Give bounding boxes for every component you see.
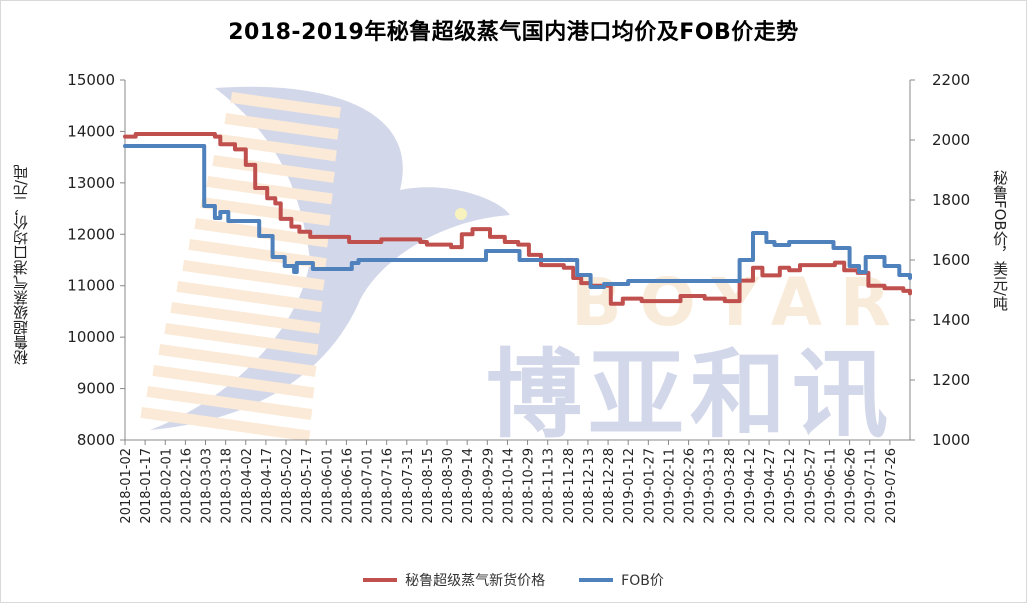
y-right-tick-label: 2200 bbox=[932, 71, 970, 89]
x-tick-label: 2019-07-26 bbox=[884, 448, 899, 524]
watermark-stripe bbox=[200, 197, 331, 226]
y-left-tick-label: 8000 bbox=[77, 431, 115, 449]
watermark-stripe bbox=[152, 365, 315, 399]
watermark-stripe bbox=[194, 218, 329, 248]
chart-title: 2018-2019年秘鲁超级蒸气国内港口均价及FOB价走势 bbox=[228, 20, 799, 45]
x-tick-label: 2018-09-29 bbox=[481, 448, 496, 524]
x-tick-label: 2019-07-11 bbox=[864, 448, 879, 524]
y-right-tick-label: 2000 bbox=[932, 131, 970, 149]
x-tick-label: 2018-03-18 bbox=[220, 448, 235, 524]
x-tick-label: 2018-02-01 bbox=[159, 448, 174, 524]
legend-label-fob: FOB价 bbox=[621, 573, 664, 589]
x-tick-label: 2018-07-31 bbox=[401, 448, 416, 524]
y-right-tick-label: 1400 bbox=[932, 311, 970, 329]
watermark-stripe bbox=[146, 385, 313, 420]
x-tick-label: 2018-05-17 bbox=[300, 448, 315, 524]
watermark-text-bottom: 博亚和讯 bbox=[486, 339, 894, 451]
x-tick-label: 2018-10-29 bbox=[522, 448, 537, 524]
x-tick-label: 2018-04-17 bbox=[260, 448, 275, 524]
x-tick-label: 2018-05-02 bbox=[280, 448, 295, 524]
x-tick-label: 2019-01-12 bbox=[622, 448, 637, 524]
x-tick-label: 2018-04-02 bbox=[240, 448, 255, 524]
x-tick-label: 2019-04-12 bbox=[743, 448, 758, 524]
x-tick-label: 2019-05-27 bbox=[803, 448, 818, 524]
x-tick-label: 2019-02-11 bbox=[662, 448, 677, 524]
x-tick-label: 2018-12-13 bbox=[582, 448, 597, 524]
x-tick-label: 2019-06-11 bbox=[823, 448, 838, 524]
x-tick-label: 2018-08-30 bbox=[441, 448, 456, 524]
watermark-stripe bbox=[140, 407, 311, 442]
watermark-stripe bbox=[164, 322, 319, 356]
x-tick-label: 2019-04-27 bbox=[763, 448, 778, 524]
y-right-tick-label: 1600 bbox=[932, 251, 970, 269]
watermark-stripe bbox=[176, 280, 323, 313]
x-tick-label: 2018-06-16 bbox=[340, 448, 355, 524]
x-tick-label: 2019-03-13 bbox=[703, 448, 718, 524]
y-right-tick-label: 1200 bbox=[932, 371, 970, 389]
legend-label-domestic: 秘鲁超级蒸气新货价格 bbox=[405, 573, 546, 589]
x-tick-label: 2018-12-28 bbox=[602, 448, 617, 524]
x-tick-label: 2018-11-28 bbox=[562, 448, 577, 524]
watermark-stripe bbox=[206, 175, 333, 205]
x-tick-label: 2019-01-27 bbox=[642, 448, 657, 524]
legend-swatch-fob bbox=[579, 578, 614, 582]
y-left-tick-label: 10000 bbox=[67, 328, 115, 346]
legend-swatch-domestic bbox=[363, 578, 398, 582]
x-tick-label: 2019-02-26 bbox=[683, 448, 698, 524]
x-tick-label: 2018-02-16 bbox=[179, 448, 194, 524]
y-axis-right-label: 秘鲁FOB价，美元/吨 bbox=[991, 169, 1009, 311]
watermark-stripe bbox=[182, 260, 325, 291]
x-tick-label: 2018-09-14 bbox=[461, 448, 476, 524]
series-line-1 bbox=[123, 144, 912, 289]
legend-item-domestic: 秘鲁超级蒸气新货价格 bbox=[363, 570, 545, 590]
y-left-tick-label: 12000 bbox=[67, 225, 115, 243]
watermark-stripe bbox=[170, 302, 321, 334]
watermark-eye bbox=[455, 208, 467, 220]
x-tick-label: 2019-06-26 bbox=[844, 448, 859, 524]
watermark-stripe bbox=[212, 154, 335, 183]
y-right-tick-label: 1000 bbox=[932, 431, 970, 449]
x-tick-label: 2018-01-17 bbox=[139, 448, 154, 524]
x-tick-label: 2018-10-14 bbox=[501, 448, 516, 524]
legend-item-fob: FOB价 bbox=[579, 570, 664, 590]
x-tick-label: 2018-06-01 bbox=[320, 448, 335, 524]
x-tick-label: 2018-07-16 bbox=[381, 448, 396, 524]
watermark-stripe bbox=[224, 113, 339, 140]
watermark-stripe bbox=[188, 239, 327, 270]
watermark-stripe bbox=[158, 344, 317, 377]
watermark-stripe bbox=[230, 91, 341, 119]
y-left-tick-label: 15000 bbox=[67, 71, 115, 89]
x-tick-label: 2019-05-12 bbox=[783, 448, 798, 524]
x-tick-label: 2018-07-01 bbox=[361, 448, 376, 524]
series-line-0 bbox=[123, 132, 912, 306]
y-left-tick-label: 9000 bbox=[77, 380, 115, 398]
x-tick-label: 2019-03-28 bbox=[723, 448, 738, 524]
x-tick-label: 2018-01-02 bbox=[119, 448, 134, 524]
y-right-tick-label: 1800 bbox=[932, 191, 970, 209]
legend: 秘鲁超级蒸气新货价格 FOB价 bbox=[0, 570, 1027, 590]
x-tick-label: 2018-08-15 bbox=[421, 448, 436, 524]
x-tick-label: 2018-03-03 bbox=[200, 448, 215, 524]
y-left-tick-label: 14000 bbox=[67, 122, 115, 140]
watermark-stripe bbox=[218, 133, 337, 162]
y-left-tick-label: 13000 bbox=[67, 174, 115, 192]
watermark-bird-icon bbox=[150, 86, 510, 431]
x-tick-label: 2018-11-13 bbox=[542, 448, 557, 524]
y-left-tick-label: 11000 bbox=[67, 277, 115, 295]
